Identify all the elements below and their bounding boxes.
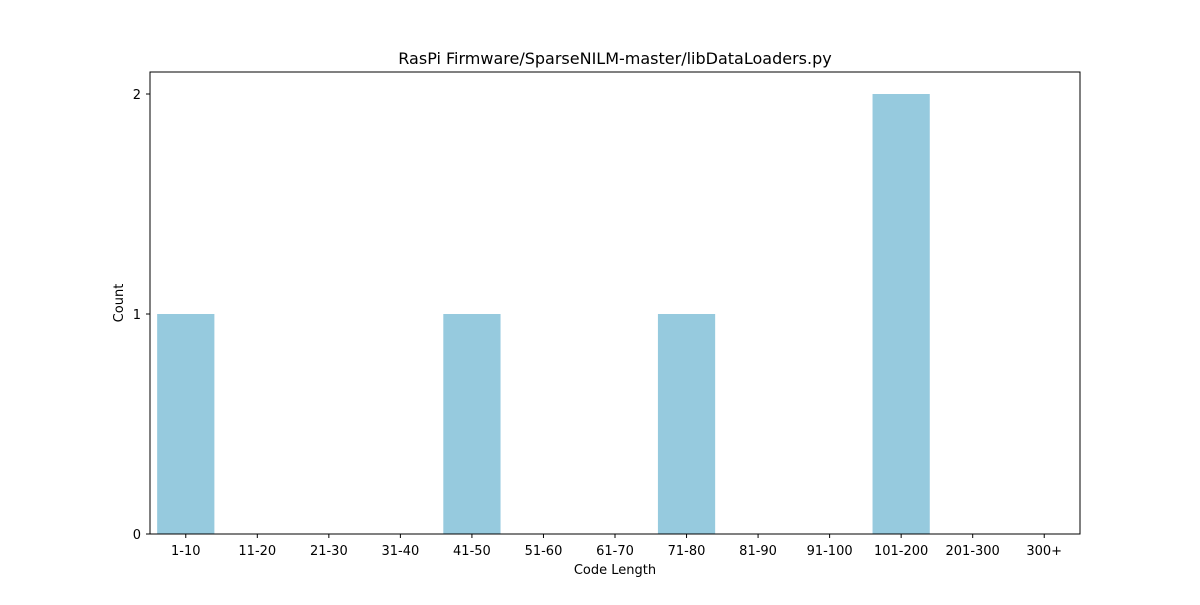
bar-1-10 xyxy=(157,314,215,534)
bar-71-80 xyxy=(657,314,716,534)
x-tick-label: 81-90 xyxy=(739,544,777,559)
y-tick-label: 1 xyxy=(133,308,141,323)
x-tick-label: 71-80 xyxy=(668,544,706,559)
x-tick-label: 101-200 xyxy=(874,544,928,559)
x-tick-label: 91-100 xyxy=(807,544,853,559)
x-tick-label: 11-20 xyxy=(238,544,276,559)
x-tick-label: 51-60 xyxy=(525,544,563,559)
y-tick-label: 0 xyxy=(133,528,141,543)
x-tick-label: 300+ xyxy=(1026,544,1062,559)
x-tick-label: 31-40 xyxy=(381,544,419,559)
x-tick-label: 1-10 xyxy=(171,544,201,559)
bar-41-50 xyxy=(443,314,501,534)
bars-group xyxy=(157,94,930,534)
bar-101-200 xyxy=(872,94,930,534)
x-axis: 1-10 11-20 21-30 31-40 41-50 51-60 61-70 71-80 8… xyxy=(171,534,1062,559)
x-tick-label: 21-30 xyxy=(310,544,348,559)
y-axis: 0 1 2 xyxy=(133,88,150,543)
plot-frame xyxy=(149,71,1081,535)
x-axis-label: Code Length xyxy=(574,563,656,578)
y-axis-label: Count xyxy=(112,284,127,323)
y-tick-label: 2 xyxy=(133,88,141,103)
x-tick-label: 201-300 xyxy=(946,544,1000,559)
x-tick-label: 61-70 xyxy=(596,544,634,559)
chart-title: RasPi Firmware/SparseNILM-master/libData… xyxy=(398,49,831,68)
x-tick-label: 41-50 xyxy=(453,544,491,559)
